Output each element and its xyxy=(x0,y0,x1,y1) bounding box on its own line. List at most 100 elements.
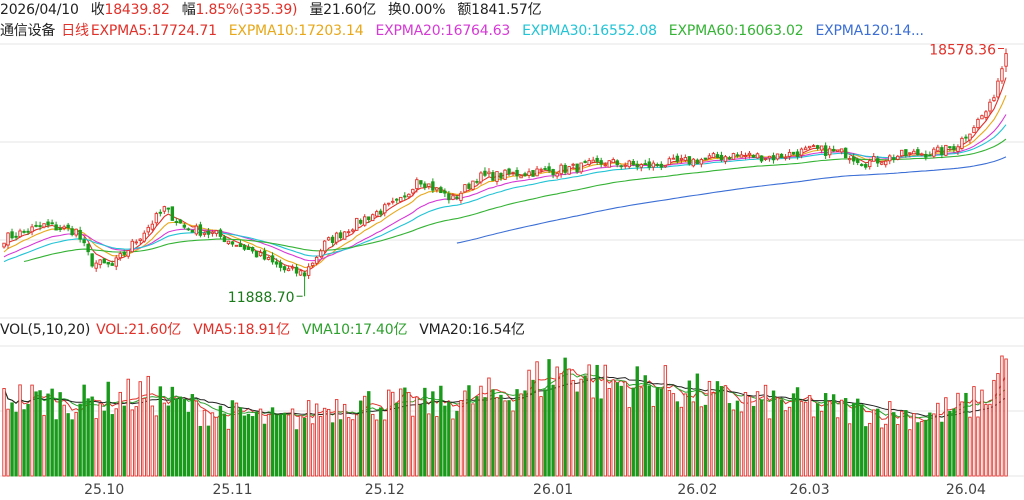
volume-bar xyxy=(266,414,271,477)
candle-body xyxy=(2,242,6,248)
candle-body xyxy=(491,172,495,181)
candle-body xyxy=(639,164,643,168)
volume-bar xyxy=(270,407,275,477)
volume-bar xyxy=(407,392,411,477)
volume-bar xyxy=(703,404,708,477)
candle-body xyxy=(306,266,311,276)
expma10-legend: EXPMA10:17203.14 xyxy=(228,23,364,39)
candle-body xyxy=(511,171,515,174)
candle-body xyxy=(976,118,980,129)
volume-bar xyxy=(459,400,463,477)
volume-bar xyxy=(419,404,423,477)
volume-legend: VOL(5,10,20) VOL:21.60亿 VMA5:18.91亿 VMA10:1… xyxy=(0,320,537,340)
candle-body xyxy=(856,159,860,163)
candle-body xyxy=(747,152,752,156)
candle-body xyxy=(214,230,219,235)
candle-body xyxy=(671,157,676,160)
period-low-label: 11888.70 xyxy=(228,290,295,306)
candle-body xyxy=(896,155,900,160)
volume-bar xyxy=(34,391,38,477)
volume-bar xyxy=(238,407,243,477)
sector-name: 通信设备 xyxy=(0,23,56,39)
volume-bar xyxy=(683,393,688,477)
volume-bar xyxy=(715,381,720,477)
candle-body xyxy=(843,147,848,159)
volume-bar xyxy=(503,400,507,477)
candle-body xyxy=(719,154,724,161)
candle-body xyxy=(948,146,952,149)
volume-bar xyxy=(367,391,371,477)
volume-bar xyxy=(779,399,784,477)
volume-bar xyxy=(355,414,359,477)
candle-body xyxy=(847,158,852,161)
volume-bar xyxy=(154,415,159,477)
candle-body xyxy=(799,148,804,156)
candle-body xyxy=(46,221,50,226)
volume-bar xyxy=(643,375,647,477)
volume-bar xyxy=(70,419,74,477)
volume-bar xyxy=(50,388,54,477)
volume-bar xyxy=(631,387,635,477)
volume-bar xyxy=(471,403,475,477)
candle-body xyxy=(908,152,912,155)
volume-bar xyxy=(519,393,523,477)
volume-bar xyxy=(395,402,399,477)
volume-bar xyxy=(138,381,142,477)
candle-body xyxy=(130,240,134,253)
candle-body xyxy=(90,253,94,267)
volume-bar xyxy=(38,390,42,477)
volume-bar xyxy=(667,390,672,477)
volume-bar xyxy=(495,397,499,477)
candle-body xyxy=(18,230,22,238)
volume-bar xyxy=(234,402,239,477)
candle-body xyxy=(1004,53,1008,67)
volume-bar xyxy=(330,422,335,477)
candle-body xyxy=(643,163,647,166)
candle-body xyxy=(751,154,756,158)
volume-bar xyxy=(62,404,66,477)
candle-body xyxy=(495,171,499,182)
candle-body xyxy=(78,229,82,240)
volume-bar xyxy=(803,401,808,477)
volume-bar xyxy=(507,400,511,477)
volume-bar xyxy=(992,379,996,477)
close-value: 18439.82 xyxy=(104,2,170,18)
candle-body xyxy=(1000,68,1004,82)
volume-bar xyxy=(763,384,768,477)
volume-bar xyxy=(611,379,615,477)
volume-bar xyxy=(1000,355,1004,477)
volume-bar xyxy=(439,385,443,477)
volume-bar xyxy=(278,414,283,477)
volume-bar xyxy=(467,385,471,477)
candle-body xyxy=(507,168,511,175)
candle-body xyxy=(118,253,122,259)
expma-line-expma60 xyxy=(23,138,1007,263)
volume-bar xyxy=(932,413,936,477)
candle-body xyxy=(246,246,251,250)
volume-bar xyxy=(334,399,339,477)
volume-bar xyxy=(246,413,251,477)
candle-body xyxy=(607,160,611,168)
volume-bar xyxy=(342,403,347,477)
volume-bar xyxy=(166,405,171,477)
volume-bar xyxy=(984,404,988,477)
candle-body xyxy=(763,158,768,160)
candle-body xyxy=(419,180,423,185)
volume-bar xyxy=(647,385,651,477)
vma10-legend: VMA10:17.40亿 xyxy=(301,322,408,338)
expma60-legend: EXPMA60:16063.02 xyxy=(668,23,804,39)
volume-bar xyxy=(491,389,495,477)
candlesticks xyxy=(2,48,1008,297)
candle-body xyxy=(238,243,243,248)
volume-bar xyxy=(735,400,740,477)
candle-body xyxy=(346,231,351,234)
candle-body xyxy=(687,156,692,165)
volume-bar xyxy=(455,410,459,477)
volume-bar xyxy=(411,415,415,477)
candle-body xyxy=(334,232,339,243)
candle-body xyxy=(218,229,223,237)
volume-bar xyxy=(54,419,58,477)
candle-body xyxy=(431,181,435,191)
volume-bar xyxy=(583,375,587,477)
